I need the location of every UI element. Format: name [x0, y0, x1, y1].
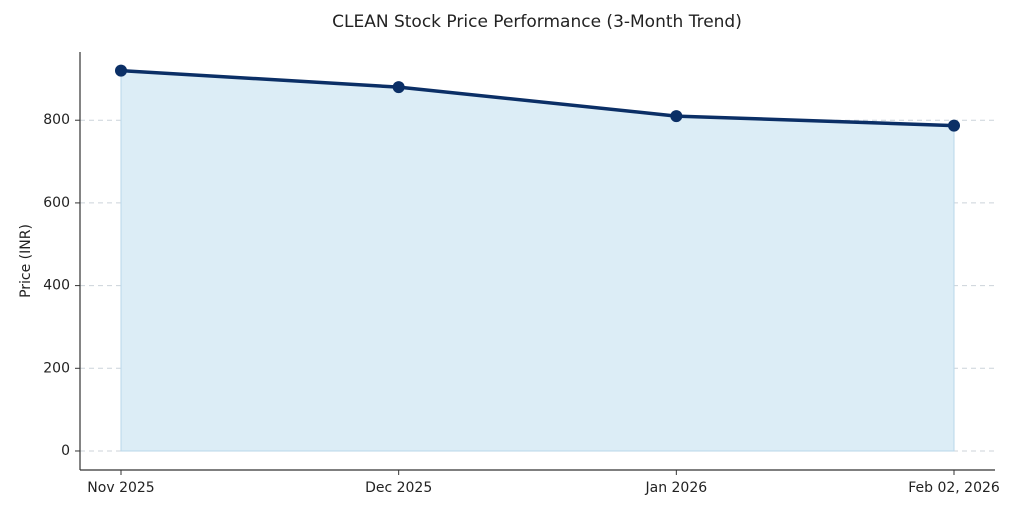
chart-title: CLEAN Stock Price Performance (3-Month T…: [332, 12, 742, 32]
x-tick-label: Nov 2025: [87, 480, 154, 496]
y-tick-label: 600: [43, 195, 70, 211]
x-tick-label: Feb 02, 2026: [908, 480, 1000, 496]
marker: [392, 81, 405, 94]
marker: [115, 64, 127, 77]
area: [120, 70, 955, 452]
y-tick-label: 200: [43, 360, 70, 376]
marker: [670, 110, 683, 123]
area-layer: [120, 70, 955, 452]
x-tick-label: Jan 2026: [644, 480, 707, 496]
y-tick-label: 0: [61, 443, 70, 459]
y-tick-label: 800: [43, 112, 70, 128]
line: [120, 68, 955, 128]
y-tick-label: 400: [43, 278, 70, 294]
y-axis-label: Price (INR): [18, 224, 34, 298]
x-tick-label: Dec 2025: [365, 480, 432, 496]
marker: [948, 119, 960, 132]
